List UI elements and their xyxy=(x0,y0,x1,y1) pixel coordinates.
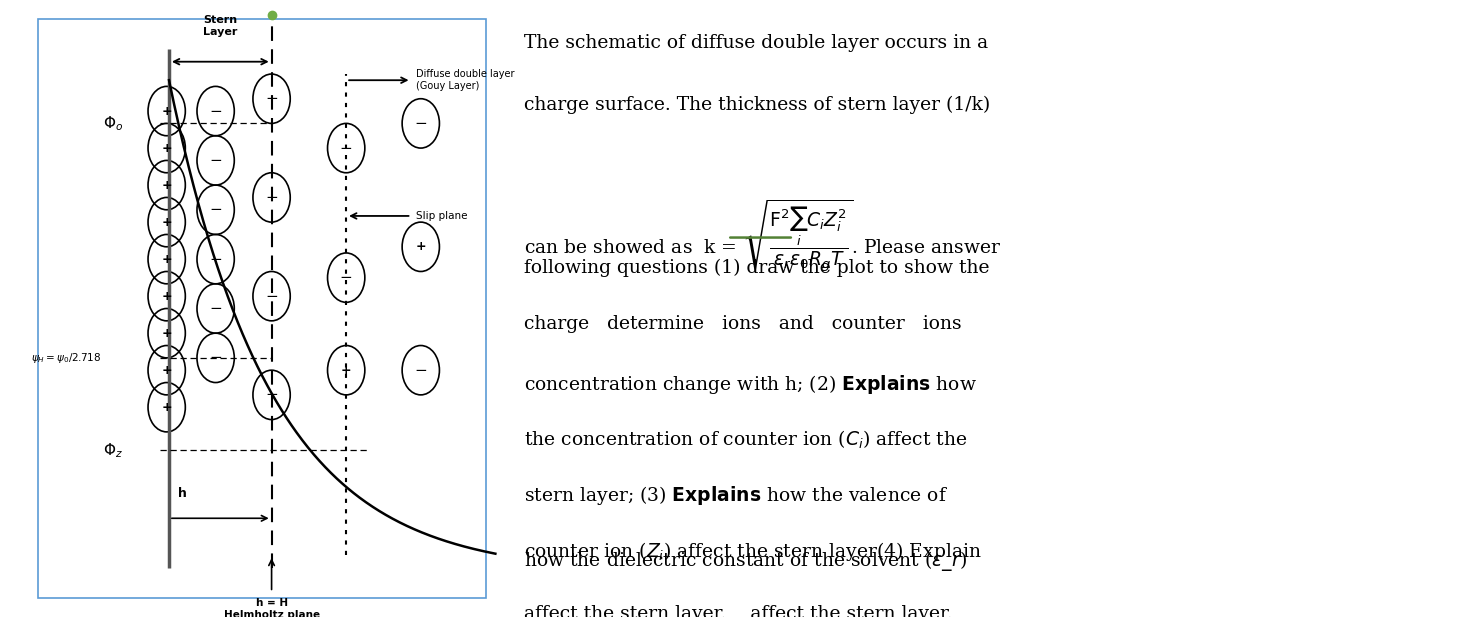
Text: +: + xyxy=(162,363,172,377)
Text: Stern
Layer: Stern Layer xyxy=(203,15,237,37)
Text: −: − xyxy=(210,153,221,168)
Text: +: + xyxy=(162,252,172,266)
Text: +: + xyxy=(341,363,351,377)
Text: −: − xyxy=(339,141,353,155)
Text: −: − xyxy=(210,104,221,118)
Text: −: − xyxy=(210,350,221,365)
Text: concentration change with h; (2) $\bf{Explains}$ how: concentration change with h; (2) $\bf{Ex… xyxy=(525,373,976,396)
Text: counter ion ($Z_i$) affect the stern layer(4) Explain: counter ion ($Z_i$) affect the stern lay… xyxy=(525,540,982,563)
Text: h = H
Helmholtz plane: h = H Helmholtz plane xyxy=(223,598,319,617)
Text: −: − xyxy=(265,190,278,205)
Text: −: − xyxy=(265,387,278,402)
Text: $\Phi_z$: $\Phi_z$ xyxy=(103,441,122,460)
Text: +: + xyxy=(162,400,172,414)
Text: The schematic of diffuse double layer occurs in a: The schematic of diffuse double layer oc… xyxy=(525,34,988,52)
Text: how the dielectric constant of the solvent ($\varepsilon\_r$): how the dielectric constant of the solve… xyxy=(525,549,966,573)
Text: +: + xyxy=(162,104,172,118)
Text: −: − xyxy=(265,91,278,106)
Text: −: − xyxy=(210,252,221,267)
Text: +: + xyxy=(162,326,172,340)
Text: +: + xyxy=(162,289,172,303)
Text: +: + xyxy=(162,215,172,229)
Text: +: + xyxy=(162,141,172,155)
Text: −: − xyxy=(414,363,427,378)
Text: −: − xyxy=(414,116,427,131)
Text: stern layer; (3) $\bf{Explains}$ how the valence of: stern layer; (3) $\bf{Explains}$ how the… xyxy=(525,484,949,507)
Text: following questions (1) draw the plot to show the: following questions (1) draw the plot to… xyxy=(525,259,989,278)
Text: Diffuse double layer
(Gouy Layer): Diffuse double layer (Gouy Layer) xyxy=(417,69,514,91)
Text: the concentration of counter ion ($C_i$) affect the: the concentration of counter ion ($C_i$)… xyxy=(525,429,967,451)
Text: can be showed as  k = $\sqrt{\dfrac{\mathrm{F}^2\sum_i C_i Z_i^2}{\varepsilon_r\: can be showed as k = $\sqrt{\dfrac{\math… xyxy=(525,197,1001,274)
Text: affect the stern layer.    affect the stern layer.: affect the stern layer. affect the stern… xyxy=(525,605,953,617)
Text: +: + xyxy=(162,178,172,192)
Text: −: − xyxy=(339,270,353,285)
Text: −: − xyxy=(210,202,221,217)
Text: h: h xyxy=(178,487,186,500)
Text: $\Phi_o$: $\Phi_o$ xyxy=(103,114,124,133)
Text: charge surface. The thickness of stern layer (1/k): charge surface. The thickness of stern l… xyxy=(525,96,991,114)
Text: Slip plane: Slip plane xyxy=(417,211,468,221)
Text: +: + xyxy=(415,240,425,254)
Text: −: − xyxy=(265,289,278,304)
Text: −: − xyxy=(210,301,221,316)
Text: $\psi_H = \psi_0/2.718$: $\psi_H = \psi_0/2.718$ xyxy=(31,351,102,365)
Text: charge   determine   ions   and   counter   ions: charge determine ions and counter ions xyxy=(525,315,962,333)
